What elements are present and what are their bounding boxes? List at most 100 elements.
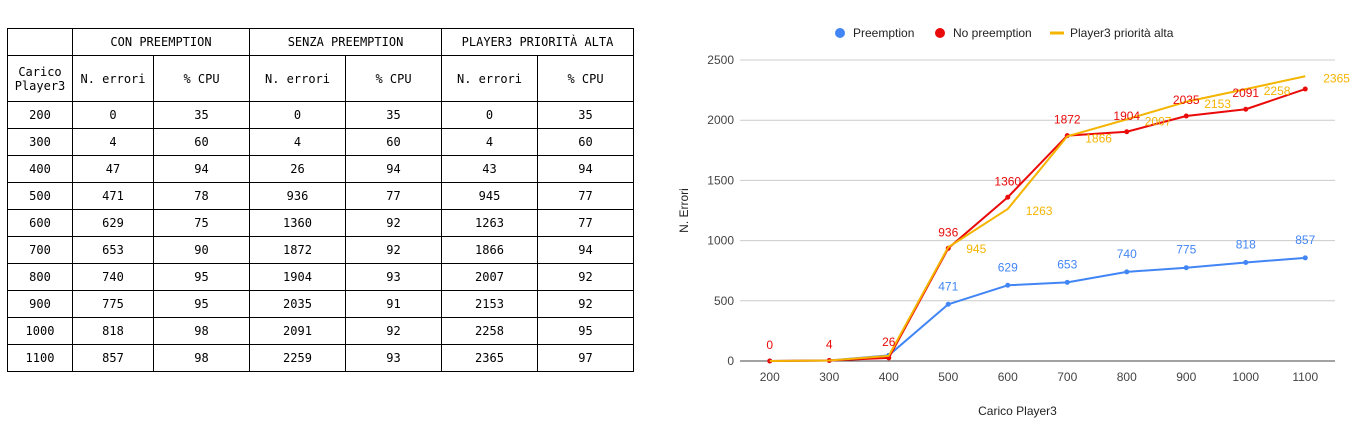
table-cell: 94	[537, 155, 634, 183]
row-header-line2: Player3	[14, 78, 66, 93]
table-row: 500 471 78 936 77 945 77	[7, 182, 634, 210]
x-tick-label: 700	[1057, 370, 1077, 384]
table-cell: 43	[441, 155, 538, 183]
table-cell: 2365	[441, 344, 538, 372]
series-line	[769, 256, 1306, 362]
table-cell: 95	[537, 317, 634, 345]
row-load-cell: 1000	[7, 317, 73, 345]
table-cell: 97	[537, 344, 634, 372]
table-cell: 471	[72, 182, 154, 210]
data-label: 2258	[1264, 84, 1291, 98]
x-tick-label: 900	[1176, 370, 1196, 384]
table-cell: 75	[153, 209, 250, 237]
y-tick-label: 500	[714, 294, 734, 308]
table-cell: 1904	[249, 263, 346, 291]
sub-header: N. errori	[441, 55, 538, 102]
results-table: CON PREEMPTION SENZA PREEMPTION PLAYER3 …	[7, 28, 634, 372]
data-point	[1243, 106, 1249, 112]
x-tick-label: 300	[819, 370, 839, 384]
sub-header: N. errori	[72, 55, 154, 102]
legend-label: Preemption	[853, 26, 914, 40]
row-load-cell: 1100	[7, 344, 73, 372]
row-load-cell: 700	[7, 236, 73, 264]
corner-cell	[7, 28, 73, 56]
table-cell: 629	[72, 209, 154, 237]
legend-marker	[835, 28, 845, 38]
data-label: 471	[938, 279, 958, 293]
data-label: 936	[938, 225, 958, 239]
legend-label: No preemption	[953, 26, 1032, 40]
y-tick-label: 2500	[707, 53, 734, 67]
data-point	[1183, 113, 1189, 119]
table-cell: 936	[249, 182, 346, 210]
y-tick-label: 1000	[707, 234, 734, 248]
table-cell: 35	[345, 101, 442, 129]
data-label: 1872	[1054, 113, 1081, 127]
table-cell: 2007	[441, 263, 538, 291]
data-label: 2091	[1232, 86, 1259, 100]
table-cell: 857	[72, 344, 154, 372]
table-cell: 77	[537, 182, 634, 210]
data-point	[1302, 86, 1308, 92]
row-load-cell: 300	[7, 128, 73, 156]
data-point	[1064, 279, 1070, 285]
data-label: 2035	[1173, 93, 1200, 107]
table-cell: 94	[537, 236, 634, 264]
table-row: 1100 857 98 2259 93 2365 97	[7, 344, 634, 372]
y-tick-label: 0	[727, 354, 734, 368]
table-cell: 26	[249, 155, 346, 183]
table-cell: 4	[441, 128, 538, 156]
table-cell: 2259	[249, 344, 346, 372]
table-cell: 2153	[441, 290, 538, 318]
table-cell: 78	[153, 182, 250, 210]
group-header-no-preemption: SENZA PREEMPTION	[249, 28, 442, 56]
table-cell: 94	[345, 155, 442, 183]
table-row: 800 740 95 1904 93 2007 92	[7, 263, 634, 291]
table-cell: 35	[537, 101, 634, 129]
data-label: 0	[766, 338, 773, 352]
table-cell: 94	[153, 155, 250, 183]
y-tick-label: 1500	[707, 173, 734, 187]
data-point	[1243, 260, 1249, 266]
table-cell: 47	[72, 155, 154, 183]
table-cell: 2091	[249, 317, 346, 345]
row-load-cell: 900	[7, 290, 73, 318]
table-row: 1000 818 98 2091 92 2258 95	[7, 317, 634, 345]
table-cell: 92	[537, 290, 634, 318]
table-cell: 92	[537, 263, 634, 291]
line-chart: 0 500 1000 1500 2000 2500 200 300 400 500 600 700 80…	[677, 26, 1350, 418]
table-cell: 653	[72, 236, 154, 264]
row-load-cell: 800	[7, 263, 73, 291]
table-row: 400 47 94 26 94 43 94	[7, 155, 634, 183]
y-tick-label: 2000	[707, 113, 734, 127]
row-load-cell: 500	[7, 182, 73, 210]
table-cell: 95	[153, 263, 250, 291]
table-cell: 60	[345, 128, 442, 156]
data-label: 26	[882, 335, 896, 349]
table-row: 300 4 60 4 60 4 60	[7, 128, 634, 156]
table-row: 200 0 35 0 35 0 35	[7, 101, 634, 129]
y-axis-label: N. Errori	[677, 188, 691, 233]
x-tick-label: 400	[879, 370, 899, 384]
table-cell: 92	[345, 236, 442, 264]
data-point	[1005, 282, 1011, 288]
table-cell: 92	[345, 209, 442, 237]
table-cell: 93	[345, 263, 442, 291]
table-cell: 90	[153, 236, 250, 264]
table-row: 900 775 95 2035 91 2153 92	[7, 290, 634, 318]
table-row: 700 653 90 1872 92 1866 94	[7, 236, 634, 264]
legend-label: Player3 priorità alta	[1070, 26, 1174, 40]
table-cell: 77	[537, 209, 634, 237]
row-header-label: Carico Player3	[7, 55, 73, 102]
data-label: 1263	[1026, 204, 1053, 218]
x-tick-label: 1100	[1292, 370, 1318, 384]
table-cell: 60	[153, 128, 250, 156]
table-cell: 4	[249, 128, 346, 156]
x-tick-label: 500	[938, 370, 958, 384]
data-point	[1302, 255, 1308, 261]
series-line	[769, 75, 1306, 362]
table-cell: 91	[345, 290, 442, 318]
table-cell: 98	[153, 317, 250, 345]
data-point	[1183, 265, 1189, 271]
x-tick-label: 200	[760, 370, 780, 384]
